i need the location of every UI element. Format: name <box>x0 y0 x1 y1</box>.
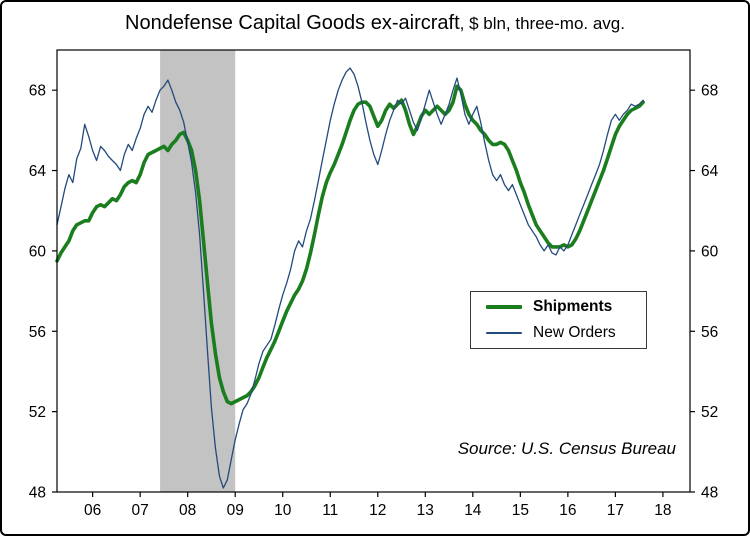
x-tick-label: 15 <box>512 502 529 519</box>
x-tick-label: 11 <box>322 502 338 519</box>
legend-item-new-orders: New Orders <box>486 324 646 342</box>
y-tick-label-left: 68 <box>29 83 46 100</box>
y-tick-label-left: 64 <box>29 163 47 180</box>
y-tick-label-right: 64 <box>701 163 719 180</box>
legend-label-new-orders: New Orders <box>533 324 616 341</box>
x-tick-label: 14 <box>464 502 482 519</box>
x-tick-label: 09 <box>227 502 244 519</box>
plot-border <box>56 49 691 493</box>
x-tick-label: 16 <box>559 502 576 519</box>
shipments-line-swatch <box>486 305 522 309</box>
y-tick-label-left: 56 <box>29 324 46 341</box>
chart-title-suffix: , $ bln, three-mo. avg. <box>459 14 625 33</box>
y-tick-label-right: 48 <box>701 485 718 502</box>
y-tick-label-right: 68 <box>701 83 718 100</box>
x-tick-label: 06 <box>84 502 101 519</box>
chart-legend: Shipments New Orders <box>470 291 647 349</box>
y-tick-label-right: 60 <box>701 243 719 260</box>
legend-item-shipments: Shipments <box>486 298 646 316</box>
y-tick-label-left: 60 <box>29 243 47 260</box>
y-tick-label-right: 52 <box>701 404 718 421</box>
y-tick-label-left: 52 <box>29 404 46 421</box>
y-tick-label-left: 48 <box>29 485 46 502</box>
new-orders-line <box>56 67 644 489</box>
x-tick-label: 17 <box>607 502 624 519</box>
chart-title: Nondefense Capital Goods ex-aircraft, $ … <box>2 12 748 35</box>
x-tick-label: 10 <box>274 502 292 519</box>
legend-label-shipments: Shipments <box>533 298 613 315</box>
x-tick-label: 07 <box>132 502 149 519</box>
new-orders-line-swatch <box>486 332 522 334</box>
source-note: Source: U.S. Census Bureau <box>457 439 676 458</box>
recession-band <box>160 50 236 492</box>
chart-title-main: Nondefense Capital Goods ex-aircraft <box>125 12 460 34</box>
x-tick-label: 08 <box>179 502 196 519</box>
x-tick-label: 12 <box>369 502 386 519</box>
x-tick-label: 18 <box>654 502 671 519</box>
x-tick-label: 13 <box>417 502 434 519</box>
shipments-line <box>55 84 645 406</box>
y-tick-label-right: 56 <box>701 324 718 341</box>
